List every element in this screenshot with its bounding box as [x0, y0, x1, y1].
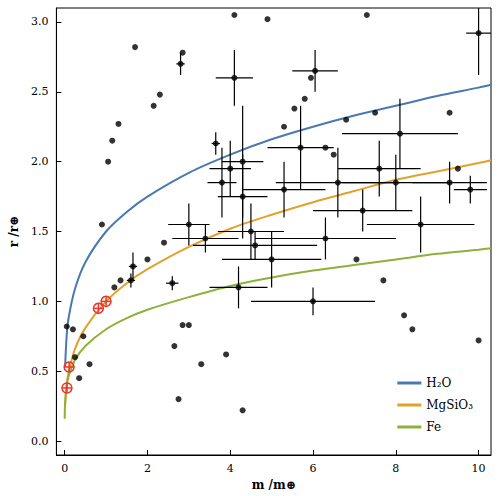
svg-text:2.0: 2.0: [31, 155, 49, 168]
svg-text:0.5: 0.5: [31, 365, 49, 378]
svg-text:2.5: 2.5: [31, 85, 49, 98]
svg-text:H₂O: H₂O: [426, 376, 451, 390]
svg-text:1.0: 1.0: [31, 295, 49, 308]
svg-text:r /r⊕: r /r⊕: [7, 216, 21, 247]
svg-text:Fe: Fe: [426, 420, 441, 434]
svg-text:1.5: 1.5: [31, 225, 49, 238]
svg-text:2: 2: [144, 462, 151, 475]
svg-text:3.0: 3.0: [31, 15, 49, 28]
svg-text:4: 4: [227, 462, 234, 475]
svg-text:8: 8: [392, 462, 399, 475]
svg-text:0.0: 0.0: [31, 435, 49, 448]
svg-text:0: 0: [61, 462, 68, 475]
svg-text:m /m⊕: m /m⊕: [252, 478, 296, 492]
svg-text:10: 10: [472, 462, 486, 475]
svg-text:6: 6: [310, 462, 317, 475]
svg-text:MgSiO₃: MgSiO₃: [426, 398, 473, 412]
